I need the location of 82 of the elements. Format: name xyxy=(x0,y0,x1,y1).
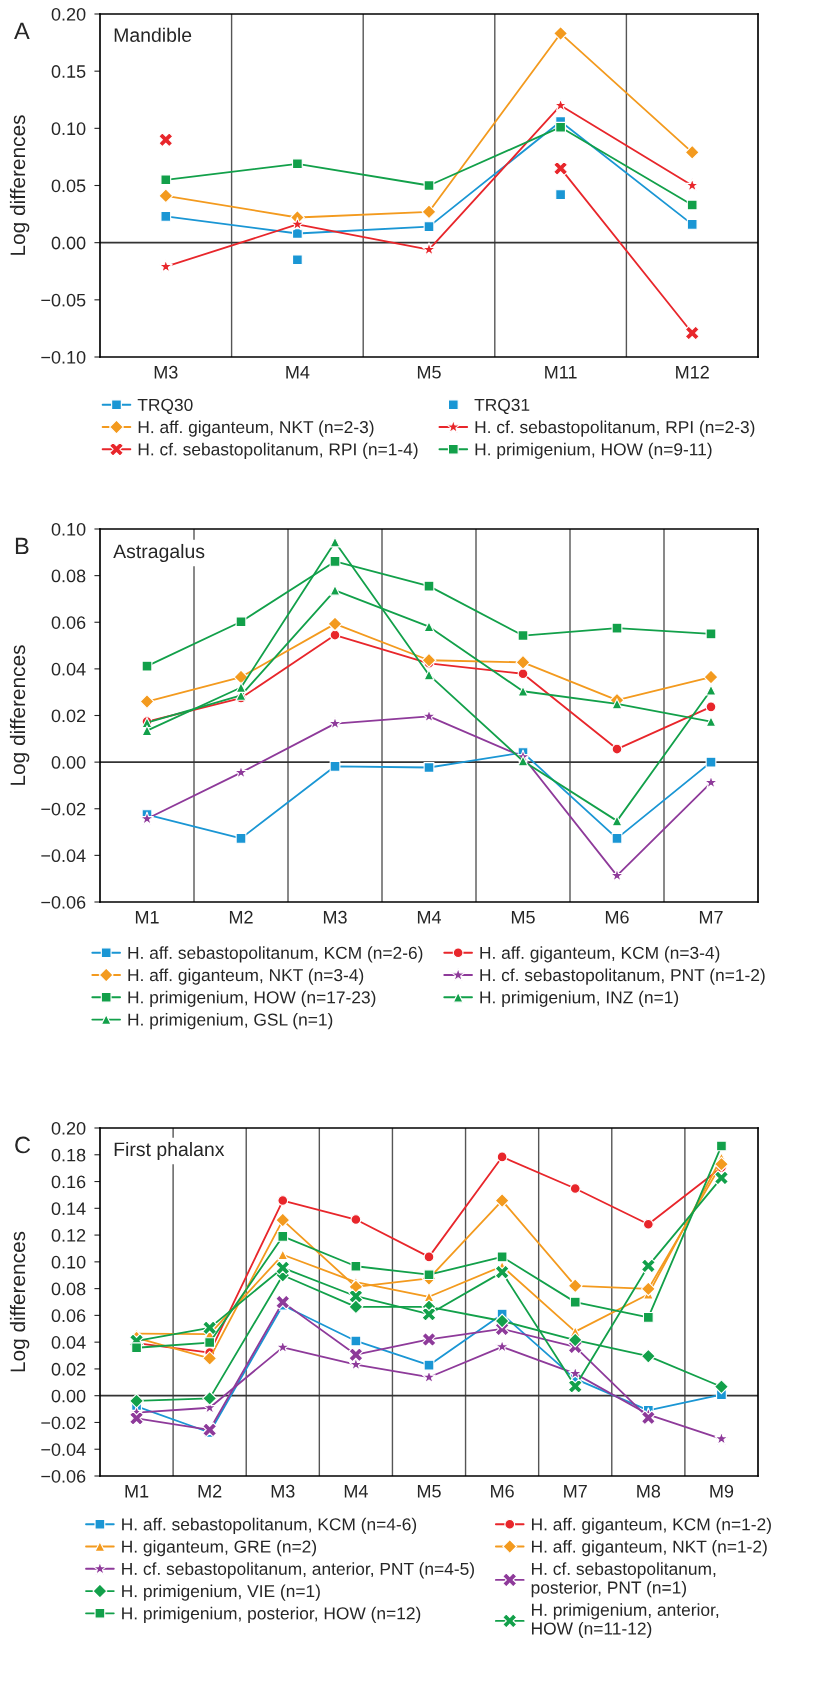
y-tick-label: −0.04 xyxy=(41,1443,86,1456)
legend-label: H. primigenium, VIE (n=1) xyxy=(122,1584,320,1601)
x-tick-label: M7 xyxy=(564,1485,587,1498)
x-tick-label: M4 xyxy=(286,366,310,379)
y-tick-label: 0.16 xyxy=(51,1175,86,1189)
y-tick-label: 0.00 xyxy=(51,236,86,250)
legend-label: H. primigenium, HOW (n=9-11) xyxy=(475,442,712,459)
x-tick-label: M7 xyxy=(699,911,723,924)
legend-label: H. aff. sebastopolitanum, KCM (n=2-6) xyxy=(128,946,423,963)
x-tick-label: M3 xyxy=(154,365,178,379)
x-tick-label: M1 xyxy=(125,1485,149,1498)
y-tick-label: −0.06 xyxy=(41,895,86,909)
legend-label: H. cf. sebastopolitanum, posterior, PNT (n=1) xyxy=(531,1562,716,1598)
x-tick-label: M1 xyxy=(135,911,159,924)
y-tick-label: 0.14 xyxy=(51,1202,86,1216)
y-tick-label: 0.02 xyxy=(51,1362,86,1376)
y-tick-label: −0.02 xyxy=(41,802,86,816)
y-tick-label: 0.08 xyxy=(51,1282,86,1296)
x-tick-label: M6 xyxy=(491,1484,514,1498)
y-tick-label: 0.10 xyxy=(51,122,86,136)
legend-label: H. giganteum, GRE (n=2) xyxy=(122,1540,317,1557)
legend-label: H. aff. giganteum, NKT (n=2-3) xyxy=(138,420,374,437)
y-tick-label: −0.02 xyxy=(41,1416,86,1430)
x-tick-label: M3 xyxy=(323,910,347,924)
y-tick-label: −0.06 xyxy=(41,1469,86,1483)
legend-label: H. primigenium, GSL (n=1) xyxy=(128,1013,333,1030)
legend-label: TRQ30 xyxy=(137,398,193,415)
legend-label: H. cf. sebastopolitanum, RPI (n=1-4) xyxy=(138,442,418,459)
text: First phalanx xyxy=(114,1141,225,1161)
legend-label: H. primigenium, anterior, HOW (n=11-12) xyxy=(532,1603,719,1639)
legend-label: H. aff. giganteum, NKT (n=3-4) xyxy=(128,968,364,985)
x-tick-label: M2 xyxy=(198,1484,222,1498)
legend-label: H. aff. giganteum, KCM (n=1-2) xyxy=(532,1517,771,1534)
y-tick-label: 0.00 xyxy=(51,1389,86,1403)
y-tick-label: 0.02 xyxy=(51,709,86,723)
x-tick-label: M4 xyxy=(344,1485,368,1498)
legend-label: H. aff. sebastopolitanum, KCM (n=4-6) xyxy=(122,1517,417,1534)
legend-label: TRQ31 xyxy=(474,398,530,415)
text: Astragalus xyxy=(113,543,205,563)
legend-label: H. aff. giganteum, NKT (n=1-2) xyxy=(532,1540,767,1557)
y-tick-label: −0.05 xyxy=(41,293,86,307)
y-tick-label: 0.12 xyxy=(51,1229,86,1242)
y-tick-label: 0.04 xyxy=(51,662,86,676)
y-tick-label: −0.10 xyxy=(41,350,86,364)
x-tick-label: M4 xyxy=(417,911,442,924)
text: Mandible xyxy=(114,27,192,42)
x-tick-label: M8 xyxy=(637,1484,661,1498)
x-tick-label: M12 xyxy=(676,365,709,379)
y-tick-label: 0.18 xyxy=(51,1148,86,1162)
y-tick-label: 0.20 xyxy=(51,7,86,21)
y-tick-label: 0.00 xyxy=(51,756,86,769)
legend-label: H. cf. sebastopolitanum, PNT (n=1-2) xyxy=(480,968,765,985)
y-tick-label: 0.20 xyxy=(51,1121,86,1135)
y-tick-label: 0.15 xyxy=(51,65,86,78)
y-tick-label: 0.05 xyxy=(51,179,86,193)
legend-label: H. aff. giganteum, KCM (n=3-4) xyxy=(480,946,720,963)
y-tick-label: 0.10 xyxy=(51,522,86,536)
legend-label: H. cf. sebastopolitanum, anterior, PNT (n=4-5) xyxy=(122,1562,474,1579)
y-tick-label: 0.04 xyxy=(51,1336,86,1349)
x-tick-label: M5 xyxy=(417,1485,441,1498)
x-tick-label: M5 xyxy=(511,911,535,924)
text: C xyxy=(15,1136,31,1154)
y-tick-label: −0.04 xyxy=(41,849,86,863)
x-tick-label: M5 xyxy=(417,366,441,379)
legend-label: H. primigenium, HOW (n=17-23) xyxy=(128,990,376,1007)
x-tick-label: M9 xyxy=(710,1484,734,1498)
text: A xyxy=(14,22,30,40)
legend-label: H. cf. sebastopolitanum, RPI (n=2-3) xyxy=(475,420,755,437)
y-tick-label: 0.08 xyxy=(51,569,86,583)
x-tick-label: M11 xyxy=(545,366,577,379)
legend-label: H. primigenium, INZ (n=1) xyxy=(480,990,679,1007)
y-axis-title: Log differences xyxy=(9,1231,30,1372)
text: B xyxy=(15,537,29,555)
x-tick-label: M2 xyxy=(229,910,253,924)
x-tick-label: M3 xyxy=(271,1484,295,1498)
y-axis-title: Log differences xyxy=(9,645,30,785)
legend-label: H. primigenium, posterior, HOW (n=12) xyxy=(122,1606,421,1623)
y-tick-label: 0.06 xyxy=(51,616,86,629)
x-tick-label: M6 xyxy=(605,910,629,924)
y-axis-title: Log differences xyxy=(9,115,30,255)
y-tick-label: 0.10 xyxy=(51,1255,86,1269)
y-tick-label: 0.06 xyxy=(51,1309,86,1323)
